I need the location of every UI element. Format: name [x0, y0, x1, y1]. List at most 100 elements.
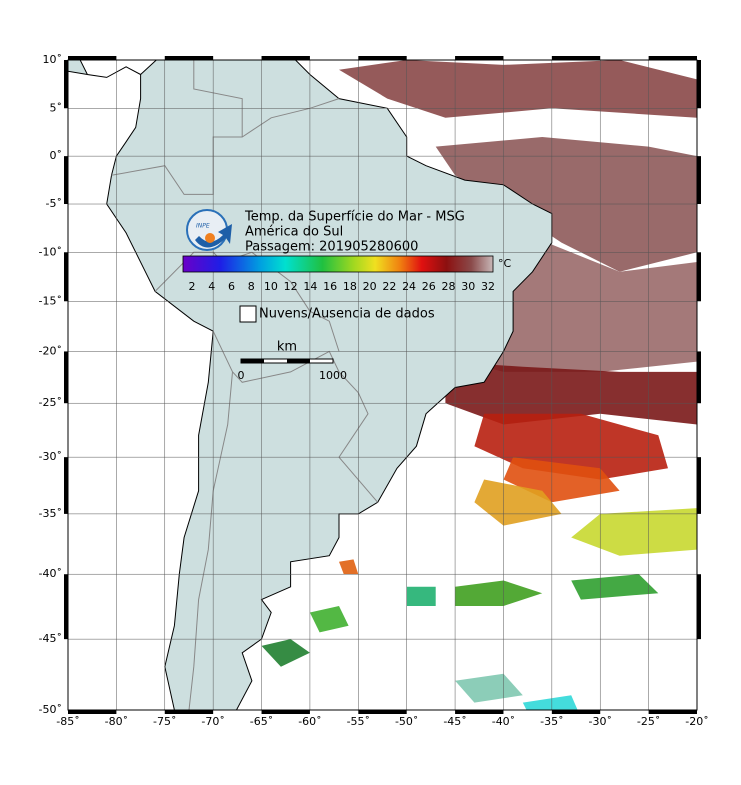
frame-bar: [697, 457, 701, 514]
lat-label: -10˚: [39, 245, 62, 258]
lat-label: -50˚: [39, 703, 62, 716]
frame-bar: [697, 60, 701, 109]
lon-label: -40˚: [492, 715, 515, 728]
lon-label: -25˚: [637, 715, 660, 728]
lon-label: -45˚: [443, 715, 466, 728]
lat-label: -45˚: [39, 632, 62, 645]
colorbar: [182, 255, 494, 273]
legend-label: Nuvens/Ausencia de dados: [259, 307, 435, 322]
lon-label: -60˚: [298, 715, 321, 728]
frame-bar: [68, 710, 117, 714]
scale-end: 1000: [319, 369, 347, 382]
frame-bar: [648, 710, 697, 714]
logo-text: INPE: [196, 223, 210, 230]
lon-label: -50˚: [395, 715, 418, 728]
lat-label: -5˚: [46, 197, 62, 210]
lat-label: -20˚: [39, 344, 62, 357]
border: [188, 371, 233, 710]
colorbar-unit: °C: [498, 257, 512, 270]
frame-bar: [64, 574, 68, 640]
scale-bar-seg: [241, 359, 264, 363]
colorbar-tick-label: 24: [402, 280, 416, 293]
title-line: América do Sul: [245, 225, 343, 240]
frame-bar: [64, 351, 68, 404]
logo-arrow: [195, 224, 232, 248]
lon-label: -65˚: [250, 715, 273, 728]
overlay: INPE Temp. da Superfície do Mar - MSG Am…: [182, 209, 512, 382]
colorbar-tick-label: 16: [323, 280, 337, 293]
sst-patch: [571, 508, 697, 556]
frame-bar: [64, 252, 68, 302]
frame-bar: [455, 710, 504, 714]
lon-label: -80˚: [105, 715, 128, 728]
lon-label: -55˚: [347, 715, 370, 728]
lat-label: -30˚: [39, 450, 62, 463]
lat-label: 10˚: [43, 53, 63, 66]
colorbar-tick-label: 14: [303, 280, 317, 293]
legend-swatch: [239, 305, 257, 323]
frame-bar: [551, 56, 601, 60]
frame-bar: [64, 457, 68, 514]
frame-bar: [68, 56, 117, 60]
colorbar-tick-label: 18: [343, 280, 357, 293]
colorbar-tick-label: 32: [481, 280, 495, 293]
sst-patch: [571, 574, 659, 600]
lon-label: -70˚: [201, 715, 224, 728]
frame-bar: [261, 56, 310, 60]
lat-label: 5˚: [50, 101, 63, 114]
colorbar-tick-label: 30: [461, 280, 475, 293]
axis-labels: 10˚ 5˚ 0˚ -5˚ -10˚ -15˚ -20˚ -25˚ -30˚ -35˚ -40˚ -4…: [39, 53, 709, 728]
lat-label: 0˚: [50, 149, 63, 162]
lon-label: -75˚: [153, 715, 176, 728]
sst-patch: [455, 673, 523, 703]
colorbar-tick-label: 12: [284, 280, 298, 293]
colorbar-ticks: 2 4 6 8 10 12 14 16 18 20 22 24 26 28 30 32: [189, 280, 496, 293]
colorbar-tick-label: 6: [228, 280, 235, 293]
lat-label: -25˚: [39, 396, 62, 409]
sst-patch: [445, 361, 697, 425]
sst-patch: [522, 695, 578, 710]
scale-bar-seg: [287, 359, 310, 363]
border: [212, 330, 379, 503]
lat-label: -15˚: [39, 294, 62, 307]
sst-patch: [455, 580, 543, 606]
border: [193, 60, 243, 137]
sst-patch: [309, 606, 349, 633]
sst-patch: [339, 559, 359, 575]
frame: [64, 56, 701, 714]
frame-bar: [164, 56, 214, 60]
scale-unit: km: [277, 340, 297, 355]
frame-bar: [697, 156, 701, 205]
frame-bar: [261, 710, 310, 714]
colorbar-tick-label: 22: [382, 280, 396, 293]
colorbar-tick-label: 2: [189, 280, 196, 293]
frame-bar: [697, 252, 701, 302]
colorbar-tick-label: 4: [208, 280, 215, 293]
colorbar-tick-label: 28: [442, 280, 456, 293]
sst-patch: [406, 586, 436, 606]
frame-bar: [164, 710, 214, 714]
frame-bar: [697, 574, 701, 640]
logo-sun: [205, 233, 215, 243]
frame-bar: [64, 156, 68, 205]
frame-bar: [455, 56, 504, 60]
lon-label: -30˚: [588, 715, 611, 728]
lat-label: -40˚: [39, 567, 62, 580]
lon-label: -85˚: [56, 715, 79, 728]
colorbar-tick-label: 26: [422, 280, 436, 293]
sst-patch: [339, 60, 697, 118]
frame-bar: [648, 56, 697, 60]
colorbar-tick-label: 8: [248, 280, 255, 293]
frame-bar: [551, 710, 601, 714]
colorbar-tick-label: 20: [363, 280, 377, 293]
title-line: Passagem: 201905280600: [245, 240, 418, 255]
sst-patch: [435, 137, 697, 272]
title-line: Temp. da Superfície do Mar - MSG: [244, 210, 465, 225]
lon-label: -20˚: [685, 715, 708, 728]
lon-label: -35˚: [540, 715, 563, 728]
frame-bar: [64, 60, 68, 109]
frame-bar: [697, 351, 701, 404]
lat-label: -35˚: [39, 507, 62, 520]
sst-patch: [261, 639, 310, 667]
frame-bar: [358, 56, 407, 60]
